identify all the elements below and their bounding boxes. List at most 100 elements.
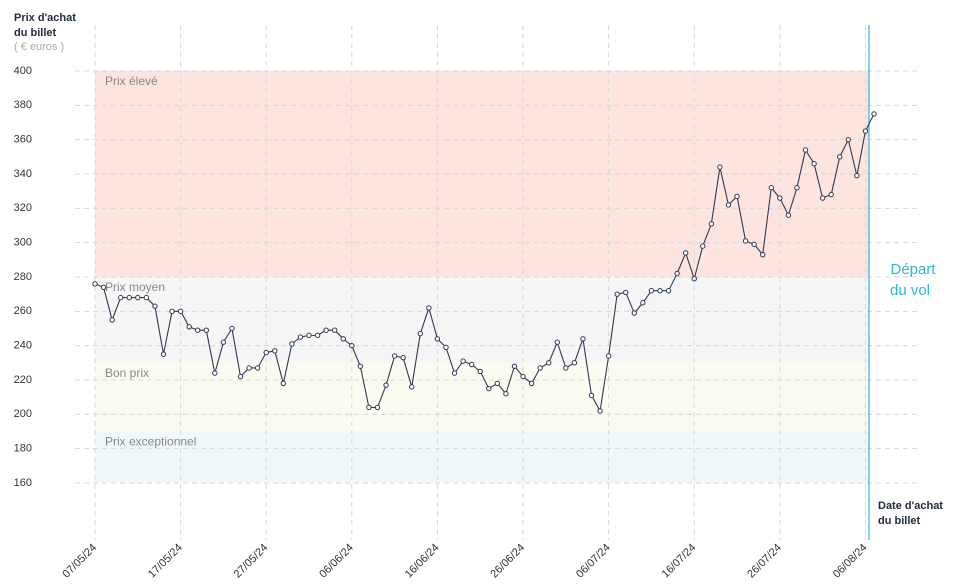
x-tick-label: 06/06/24 — [317, 542, 356, 581]
data-point — [340, 336, 346, 342]
data-point — [357, 363, 364, 369]
data-point — [597, 408, 603, 414]
data-point — [802, 147, 809, 153]
data-point — [494, 380, 501, 387]
data-point — [503, 391, 509, 397]
data-point — [229, 325, 235, 332]
y-axis-unit: ( € euros ) — [14, 41, 64, 53]
data-point — [682, 250, 689, 256]
data-point — [212, 370, 218, 376]
x-tick-label: 16/07/24 — [660, 542, 699, 581]
data-point — [297, 334, 304, 340]
data-point — [289, 341, 295, 347]
y-axis-title: du billet — [14, 27, 57, 39]
data-point — [640, 300, 646, 306]
data-point — [92, 281, 98, 287]
data-point — [563, 365, 569, 371]
data-point — [546, 360, 552, 366]
data-point — [383, 382, 389, 388]
data-point — [537, 365, 543, 371]
data-point — [862, 128, 869, 134]
y-tick-label: 340 — [14, 168, 32, 180]
y-tick-label: 160 — [14, 477, 32, 489]
data-point — [871, 111, 877, 117]
data-point — [760, 251, 766, 258]
band-label: Prix exceptionnel — [105, 435, 196, 449]
y-tick-label: 380 — [14, 99, 32, 111]
data-point — [554, 339, 560, 345]
data-point — [135, 294, 141, 301]
data-point — [391, 353, 398, 359]
data-point — [263, 349, 269, 356]
data-point — [717, 164, 723, 170]
data-point — [306, 332, 312, 339]
data-point — [160, 351, 167, 357]
data-point — [100, 284, 107, 290]
data-point — [742, 238, 749, 244]
data-point — [126, 294, 132, 301]
data-point — [828, 191, 834, 198]
data-point — [648, 288, 655, 294]
data-point — [374, 404, 381, 411]
y-tick-label: 280 — [14, 271, 32, 283]
x-tick-label: 06/08/24 — [831, 542, 870, 581]
y-tick-label: 320 — [14, 202, 32, 214]
data-point — [409, 384, 415, 390]
annotation: du vol — [890, 282, 930, 299]
x-tick-label: 26/06/24 — [488, 542, 527, 581]
data-point — [460, 358, 466, 364]
price-band — [95, 431, 869, 483]
data-point — [588, 392, 595, 399]
data-point — [511, 363, 518, 369]
annotation: Départ — [890, 261, 936, 278]
x-axis-title: du billet — [878, 515, 921, 527]
y-tick-label: 400 — [14, 65, 32, 77]
data-point — [785, 212, 792, 218]
data-point — [700, 243, 706, 249]
data-point — [349, 342, 355, 349]
data-point — [520, 373, 526, 380]
data-point — [477, 368, 483, 375]
data-point — [426, 305, 432, 311]
data-point — [272, 348, 278, 354]
x-tick-label: 16/06/24 — [403, 542, 442, 581]
data-point — [323, 327, 329, 333]
data-point — [657, 288, 663, 294]
y-tick-label: 240 — [14, 340, 32, 352]
data-point — [434, 336, 441, 342]
data-point — [614, 291, 620, 297]
data-point — [152, 303, 158, 309]
data-point — [177, 308, 184, 315]
y-tick-label: 300 — [14, 237, 32, 249]
data-point — [186, 324, 192, 330]
data-point — [366, 404, 372, 411]
data-point — [674, 270, 680, 277]
data-point — [468, 361, 475, 368]
data-point — [819, 195, 826, 201]
data-point — [751, 241, 757, 248]
band-label: Bon prix — [105, 366, 149, 380]
data-point — [725, 202, 732, 208]
data-point — [331, 327, 338, 333]
data-point — [246, 365, 252, 371]
data-point — [117, 294, 124, 301]
data-point — [794, 185, 800, 191]
x-tick-label: 07/05/24 — [60, 542, 99, 581]
x-tick-label: 26/07/24 — [745, 542, 784, 581]
data-point — [109, 317, 115, 323]
band-label: Prix élevé — [105, 74, 158, 88]
data-point — [854, 173, 860, 179]
data-point — [443, 344, 449, 351]
y-tick-label: 220 — [14, 374, 32, 386]
y-tick-label: 260 — [14, 305, 32, 317]
data-point — [417, 330, 423, 337]
data-point — [605, 353, 612, 359]
y-axis-title: Prix d'achat — [14, 12, 76, 24]
data-point — [254, 365, 261, 371]
data-point — [623, 289, 629, 296]
data-point — [528, 380, 535, 387]
x-axis-title: Date d'achat — [878, 500, 943, 512]
data-point — [845, 136, 852, 143]
data-point — [837, 154, 843, 160]
x-tick-label: 17/05/24 — [146, 542, 185, 581]
